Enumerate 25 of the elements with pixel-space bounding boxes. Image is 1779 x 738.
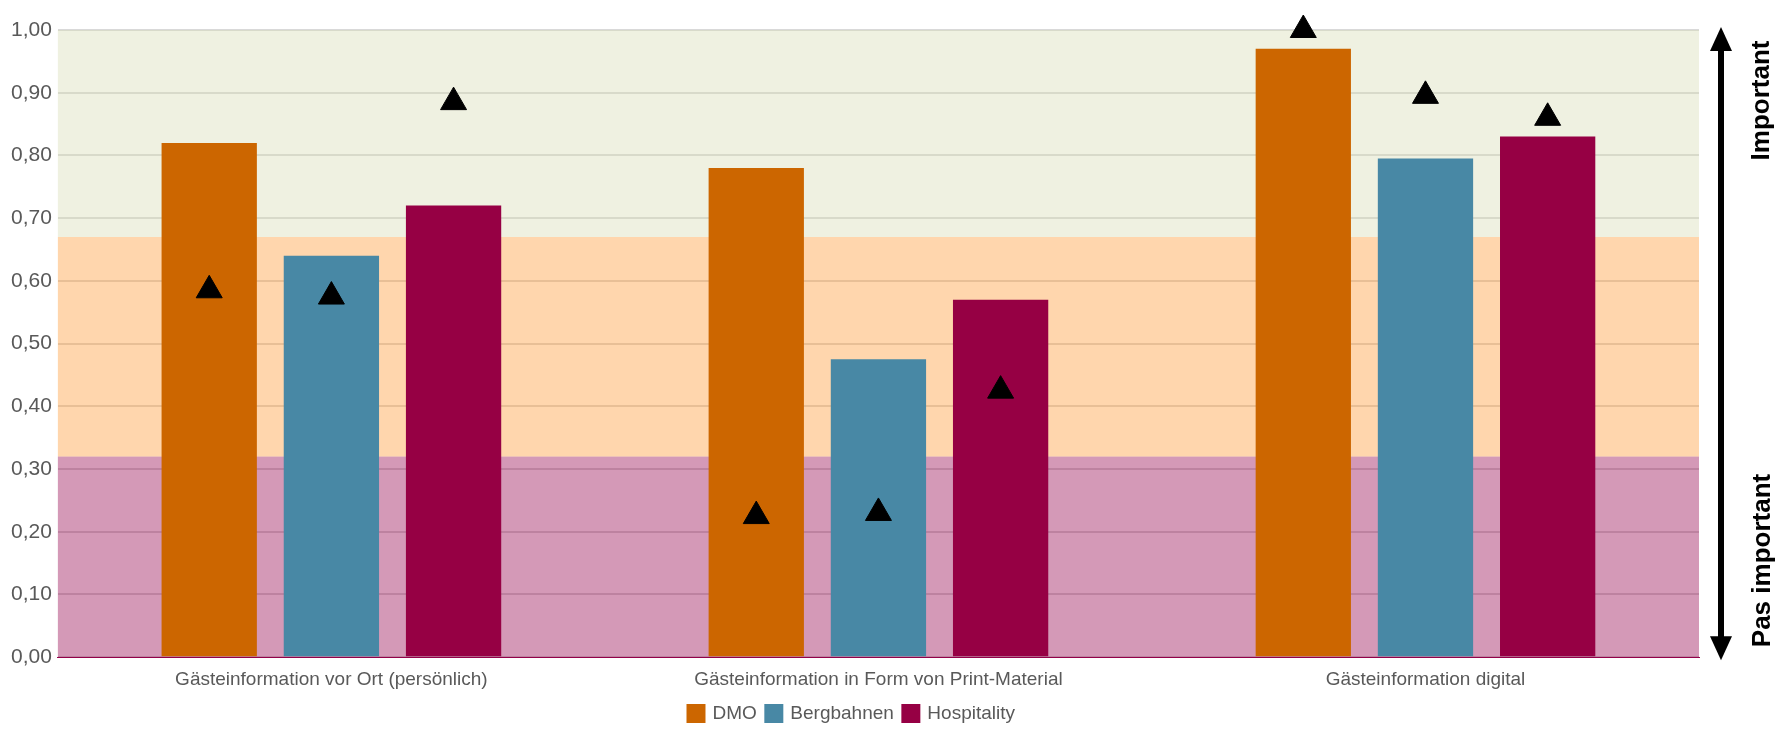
- legend-label: DMO: [712, 701, 757, 723]
- y-tick-label: 0,90: [11, 79, 52, 103]
- bar: [1255, 48, 1351, 657]
- bar: [283, 255, 380, 657]
- bar: [830, 359, 927, 657]
- bar: [1377, 158, 1474, 657]
- legend-label: Hospitality: [927, 701, 1016, 723]
- y-tick-label: 0,80: [11, 142, 52, 166]
- x-tick-label: Gästeinformation in Form von Print-Material: [694, 667, 1063, 689]
- y-tick-label: 0,10: [11, 581, 52, 605]
- x-tick-label: Gästeinformation digital: [1325, 667, 1526, 689]
- y-tick-label: 0,00: [11, 644, 52, 667]
- y-tick-label: 1,00: [11, 16, 52, 40]
- y-tick-label: 0,40: [11, 393, 52, 417]
- legend-label: Bergbahnen: [790, 701, 894, 723]
- x-tick-label: Gästeinformation vor Ort (persönlich): [175, 667, 488, 689]
- text: Pas important: [1745, 474, 1777, 648]
- y-tick-label: 0,20: [11, 518, 52, 542]
- y-tick-label: 0,50: [11, 330, 52, 354]
- bar: [708, 167, 804, 657]
- y-tick-label: 0,30: [11, 455, 52, 479]
- bar: [161, 142, 257, 657]
- y-tick-label: 0,70: [11, 204, 52, 228]
- text: Important: [1745, 40, 1777, 160]
- y-tick-label: 0,60: [11, 267, 52, 291]
